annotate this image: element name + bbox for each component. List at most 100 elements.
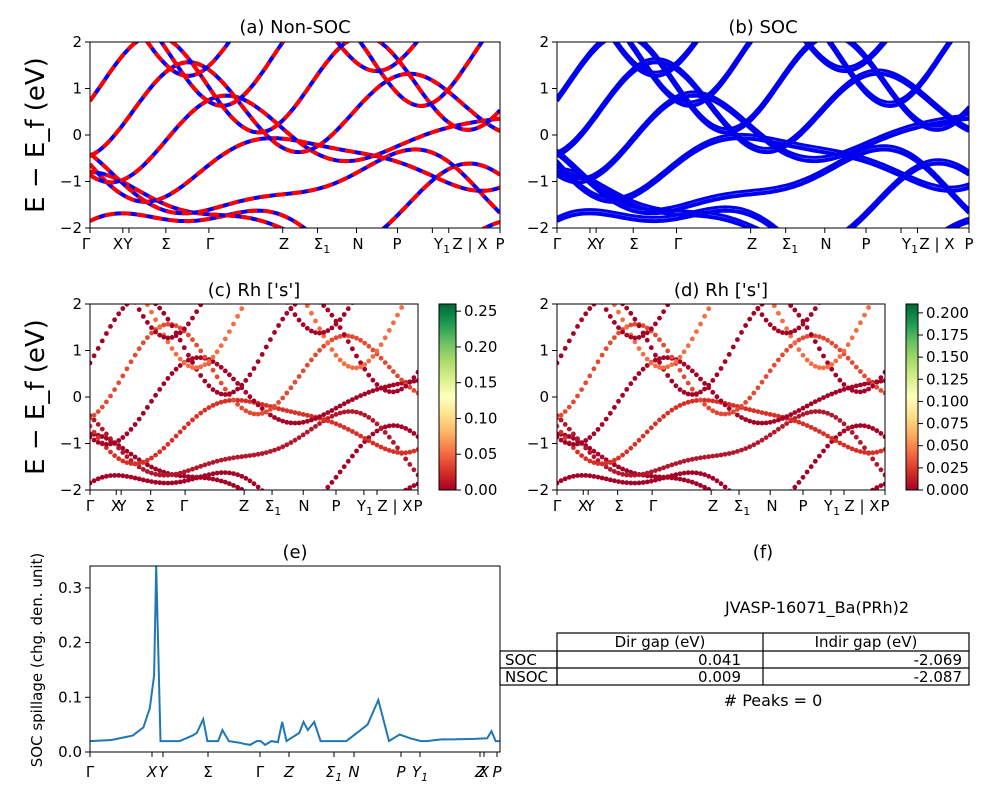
projected-band-point [305,296,310,301]
table-row-label: SOC [505,651,537,669]
nonsoc-band-down [145,42,420,78]
projected-band-point [833,358,839,364]
projected-band-point [259,402,265,407]
projected-band-point [112,271,117,276]
projected-band-point [198,348,204,354]
projected-band-point [387,258,392,263]
projected-band-point [186,332,191,338]
projected-band-point [350,429,355,434]
projected-band-point [399,377,404,383]
projected-band-point [702,454,707,460]
projected-band-point [829,526,834,531]
projected-band-point [776,296,781,301]
projected-band-point [829,391,835,397]
projected-band-point [837,431,843,437]
projected-band-point [841,348,847,354]
colorbar-d-label: 0.200 [926,304,969,322]
projected-band-point [685,343,691,349]
projected-band-point [280,418,286,424]
projected-band-point [726,352,732,357]
projected-band-point [817,429,822,434]
projected-band-point [673,476,679,481]
projected-band-point [194,342,200,348]
projected-band-point [227,391,232,397]
projected-band-point [866,305,871,310]
projected-band-point [149,470,154,476]
projected-band-point [251,452,257,458]
projected-band-point [325,410,331,415]
projected-band-point [764,529,769,534]
projected-band-point [255,402,261,408]
kpath-label: Y [594,235,605,253]
projected-band-point [587,306,593,311]
projected-band-point [620,392,625,398]
projected-band-point [137,289,142,294]
projected-band-point [800,352,806,358]
projected-band-point [124,454,130,460]
projected-band-point [870,261,875,266]
projected-band-point [169,346,175,351]
projected-band-point [591,448,597,454]
material-id: JVASP-16071_Ba(PRh)2 [724,598,909,618]
projected-band-point [165,316,171,322]
projected-band-point [768,297,773,302]
projected-band-point [702,253,707,258]
projected-band-point [743,400,748,405]
projected-band-point [145,478,150,484]
projected-band-point [600,283,605,288]
projected-band-point [300,419,306,425]
projected-band-point [198,475,204,480]
projected-band-point [636,480,642,486]
projected-band-point [571,331,576,336]
projected-band-point [153,479,159,485]
projected-band-point [169,335,175,340]
projected-band-point [112,387,117,392]
projected-band-point [800,321,806,327]
projected-band-point [329,347,335,352]
projected-band-point [759,420,765,426]
projected-band-point [812,427,818,432]
projected-band-point [821,395,826,400]
projected-band-point [587,272,592,277]
projected-band-point [710,389,716,395]
projected-band-point [702,472,707,478]
projected-band-point [309,357,314,363]
projected-band-point [723,496,728,501]
projected-band-point [194,365,200,371]
projected-band-point [218,457,224,463]
projected-band-point [304,304,310,309]
projected-band-point [90,360,93,366]
projected-band-point [214,389,220,395]
projected-band-point [624,387,630,392]
projected-band-point [858,449,863,454]
spillage-xtick-label: Σ [203,763,212,781]
projected-band-point [91,412,97,418]
projected-band-point [296,435,302,440]
kpath-label: Y [122,235,133,253]
colorbar-d-label: 0.075 [926,415,969,433]
projected-band-point [759,304,765,307]
projected-band-point [210,387,216,392]
projected-band-point [612,405,617,410]
projected-band-point [821,294,826,299]
projected-band-point [120,306,126,311]
projected-band-point [136,476,142,482]
panel-d-title: (d) Rh ['s'] [674,280,768,301]
projected-band-point [214,374,220,380]
projected-band-point [603,457,609,463]
panel-e-title: (e) [282,542,307,563]
projected-band-point [186,321,191,327]
projected-band-point [112,453,117,458]
projected-band-point [145,405,150,410]
projected-band-point [218,343,224,349]
projected-band-point [128,461,134,466]
projected-band-point [722,359,728,364]
panel-a-title: (a) Non-SOC [239,17,350,38]
projected-band-point [289,508,294,513]
projected-band-point [862,257,867,262]
projected-band-point [395,450,400,455]
ytick-label: 2 [72,33,82,51]
projected-band-point [169,437,175,443]
